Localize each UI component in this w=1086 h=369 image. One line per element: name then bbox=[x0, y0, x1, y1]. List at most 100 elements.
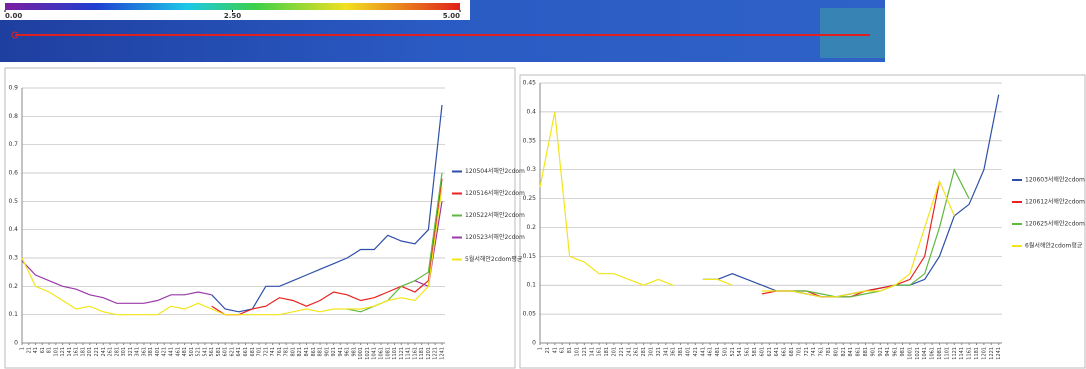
figure: 0.002.505.0000.10.20.30.40.50.60.70.80.9… bbox=[0, 0, 1086, 369]
x-tick-label: 121 bbox=[60, 347, 66, 357]
x-tick-label: 501 bbox=[189, 347, 195, 357]
x-tick-label: 781 bbox=[284, 347, 290, 357]
legend-label: 120516서해안2cdom bbox=[465, 189, 525, 197]
colorbar-label: 0.00 bbox=[5, 12, 22, 20]
x-tick-label: 701 bbox=[257, 347, 263, 357]
x-tick-label: 561 bbox=[745, 347, 751, 357]
x-tick-label: 441 bbox=[169, 347, 175, 357]
x-tick-label: 1121 bbox=[952, 347, 958, 360]
y-tick-label: 0.35 bbox=[523, 137, 537, 144]
x-tick-label: 201 bbox=[87, 347, 93, 357]
x-tick-label: 661 bbox=[243, 347, 249, 357]
x-tick-label: 981 bbox=[900, 347, 906, 357]
x-tick-label: 341 bbox=[135, 347, 141, 357]
x-tick-label: 881 bbox=[318, 347, 324, 357]
x-tick-label: 861 bbox=[856, 347, 862, 357]
x-tick-label: 521 bbox=[196, 347, 202, 357]
x-tick-label: 741 bbox=[270, 347, 276, 357]
legend-label: 5월서해안2cdom평균 bbox=[465, 255, 523, 263]
y-tick-label: 0.45 bbox=[523, 80, 537, 87]
x-tick-label: 821 bbox=[297, 347, 303, 357]
x-tick-label: 1101 bbox=[944, 347, 950, 360]
y-tick-label: 0.25 bbox=[523, 195, 537, 202]
x-tick-label: 21 bbox=[545, 347, 551, 353]
x-tick-label: 761 bbox=[819, 347, 825, 357]
x-tick-label: 61 bbox=[560, 347, 566, 353]
colorbar-label: 2.50 bbox=[224, 12, 241, 20]
y-tick-label: 0.05 bbox=[523, 311, 537, 318]
x-tick-label: 1 bbox=[538, 347, 544, 350]
x-tick-label: 141 bbox=[589, 347, 595, 357]
x-tick-label: 261 bbox=[108, 347, 114, 357]
x-tick-label: 601 bbox=[759, 347, 765, 357]
y-tick-label: 0.4 bbox=[8, 226, 18, 233]
x-tick-label: 601 bbox=[223, 347, 229, 357]
x-tick-label: 621 bbox=[767, 347, 773, 357]
x-tick-label: 241 bbox=[101, 347, 107, 357]
x-tick-label: 141 bbox=[67, 347, 73, 357]
x-tick-label: 1141 bbox=[406, 347, 412, 360]
x-tick-label: 241 bbox=[626, 347, 632, 357]
x-tick-label: 381 bbox=[148, 347, 154, 357]
x-tick-label: 461 bbox=[175, 347, 181, 357]
x-tick-label: 541 bbox=[737, 347, 743, 357]
x-tick-label: 1181 bbox=[974, 347, 980, 360]
y-tick-label: 0.1 bbox=[8, 311, 18, 318]
x-tick-label: 281 bbox=[114, 347, 120, 357]
x-tick-label: 221 bbox=[619, 347, 625, 357]
x-tick-label: 921 bbox=[878, 347, 884, 357]
x-tick-label: 341 bbox=[663, 347, 669, 357]
x-tick-label: 41 bbox=[552, 347, 558, 353]
x-tick-label: 961 bbox=[345, 347, 351, 357]
y-tick-label: 0 bbox=[14, 340, 18, 347]
y-tick-label: 0.2 bbox=[8, 283, 18, 290]
x-tick-label: 101 bbox=[53, 347, 59, 357]
x-tick-label: 941 bbox=[885, 347, 891, 357]
x-tick-label: 21 bbox=[26, 347, 32, 353]
x-tick-label: 321 bbox=[128, 347, 134, 357]
x-tick-label: 1201 bbox=[981, 347, 987, 360]
legend-label: 120603서해안2cdom bbox=[1025, 176, 1085, 184]
x-tick-label: 381 bbox=[678, 347, 684, 357]
x-tick-label: 1001 bbox=[907, 347, 913, 360]
y-tick-label: 0.9 bbox=[8, 85, 18, 92]
x-tick-label: 121 bbox=[582, 347, 588, 357]
legend-label: 120523서해안2cdom bbox=[465, 233, 525, 241]
x-tick-label: 841 bbox=[304, 347, 310, 357]
y-tick-label: 0.2 bbox=[526, 224, 536, 231]
x-tick-label: 1161 bbox=[967, 347, 973, 360]
chart-panel bbox=[5, 68, 515, 368]
x-tick-label: 1161 bbox=[412, 347, 418, 360]
x-tick-label: 1081 bbox=[937, 347, 943, 360]
x-tick-label: 261 bbox=[634, 347, 640, 357]
x-tick-label: 801 bbox=[290, 347, 296, 357]
x-tick-label: 721 bbox=[804, 347, 810, 357]
chart-panel bbox=[520, 75, 1085, 368]
legend-label: 120612서해안2cdom bbox=[1025, 198, 1085, 206]
x-tick-label: 641 bbox=[236, 347, 242, 357]
x-tick-label: 1081 bbox=[385, 347, 391, 360]
x-tick-label: 361 bbox=[141, 347, 147, 357]
x-tick-label: 761 bbox=[277, 347, 283, 357]
x-tick-label: 481 bbox=[715, 347, 721, 357]
x-tick-label: 481 bbox=[182, 347, 188, 357]
x-tick-label: 621 bbox=[229, 347, 235, 357]
x-tick-label: 201 bbox=[611, 347, 617, 357]
x-tick-label: 161 bbox=[74, 347, 80, 357]
x-tick-label: 681 bbox=[250, 347, 256, 357]
x-tick-label: 1201 bbox=[426, 347, 432, 360]
page: 0.002.505.0000.10.20.30.40.50.60.70.80.9… bbox=[0, 0, 1086, 369]
x-tick-label: 1041 bbox=[922, 347, 928, 360]
x-tick-label: 901 bbox=[324, 347, 330, 357]
x-tick-label: 401 bbox=[155, 347, 161, 357]
y-tick-label: 0.15 bbox=[523, 253, 537, 260]
x-tick-label: 801 bbox=[833, 347, 839, 357]
y-tick-label: 0.4 bbox=[526, 108, 536, 115]
y-tick-label: 0 bbox=[532, 340, 536, 347]
x-tick-label: 221 bbox=[94, 347, 100, 357]
x-tick-label: 321 bbox=[656, 347, 662, 357]
x-tick-label: 1 bbox=[20, 347, 26, 350]
x-tick-label: 741 bbox=[811, 347, 817, 357]
x-tick-label: 361 bbox=[671, 347, 677, 357]
x-tick-label: 301 bbox=[648, 347, 654, 357]
